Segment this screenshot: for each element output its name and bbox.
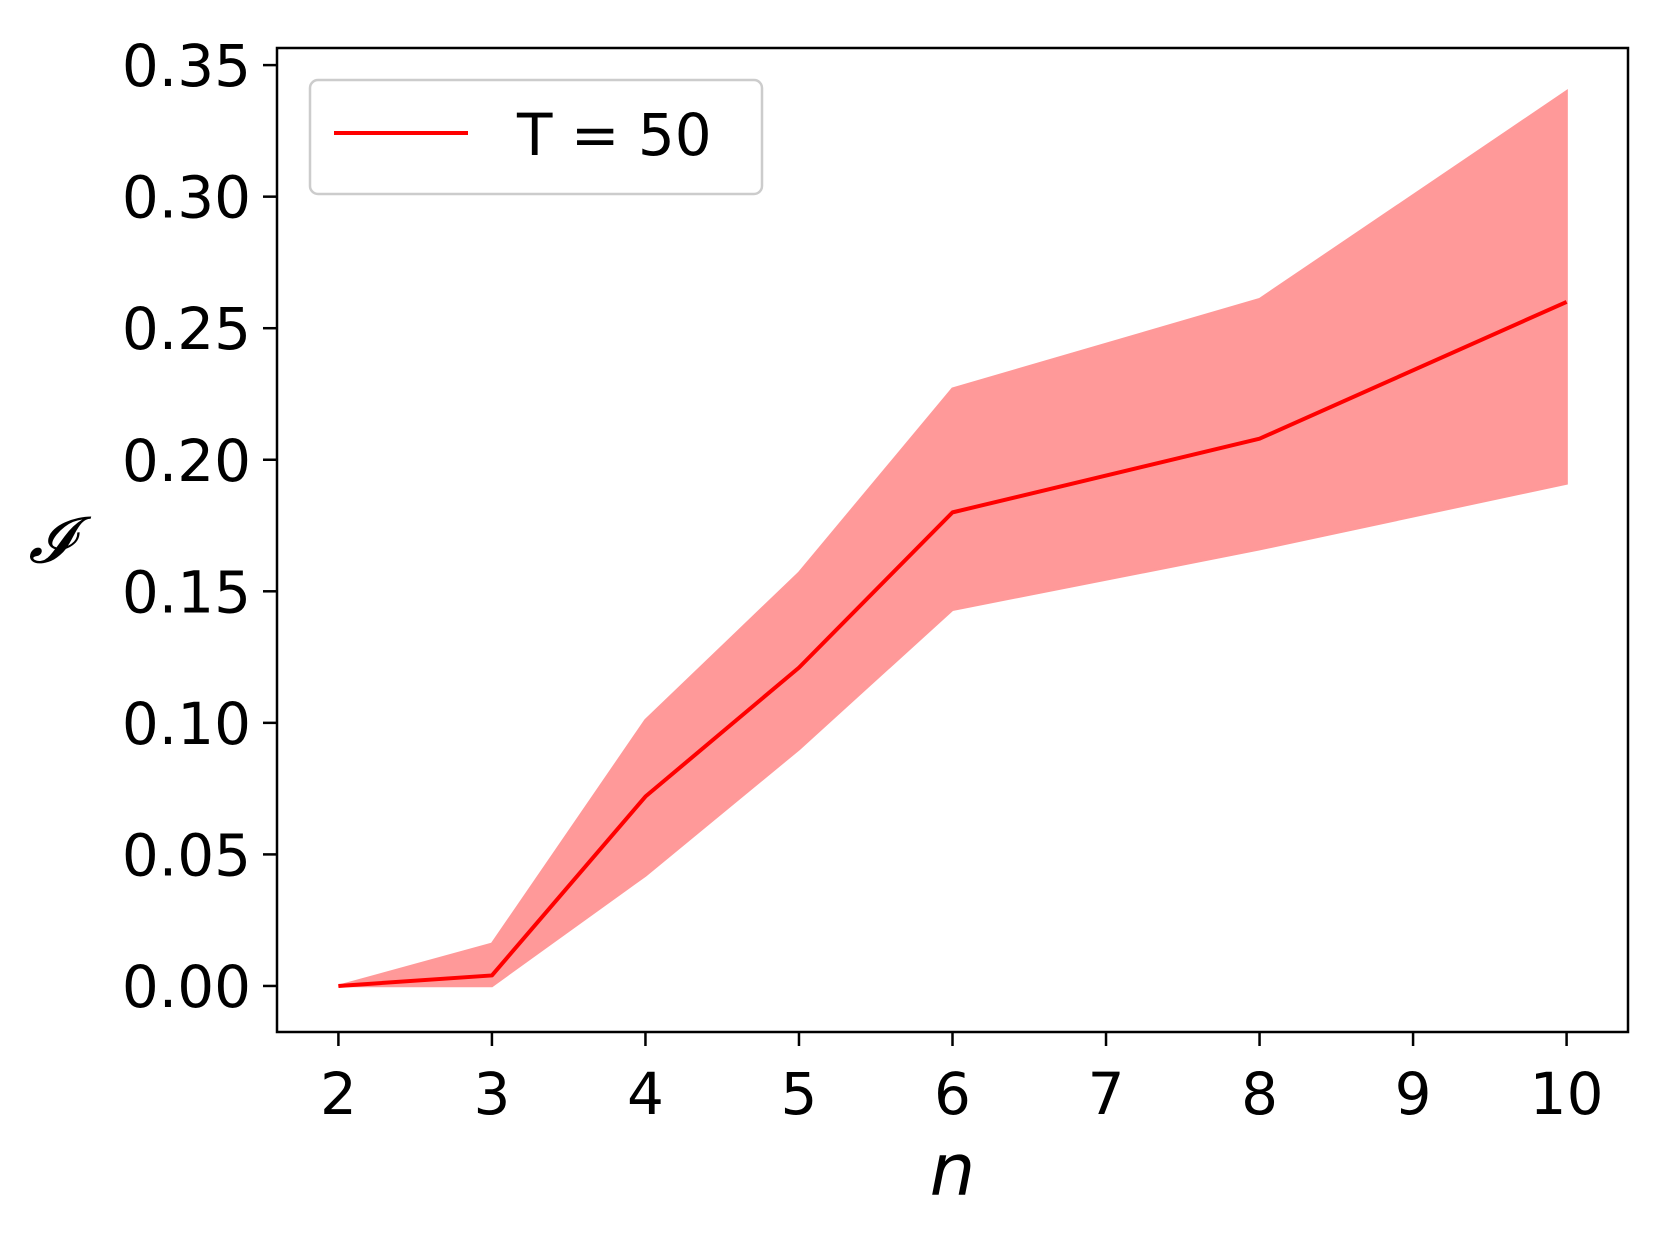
y-axis: 0.00 0.05 0.10 0.15 0.20 0.25 0.30 0.35 (122, 32, 277, 1021)
y-tick-label: 0.30 (122, 164, 251, 232)
x-tick-label: 10 (1530, 1060, 1604, 1128)
legend-label-t50: T = 50 (516, 101, 712, 169)
x-axis-label: n (930, 1128, 976, 1212)
x-axis: 2 3 4 5 6 7 8 9 10 (320, 1032, 1604, 1128)
x-tick-label: 5 (781, 1060, 818, 1128)
x-tick-label: 2 (320, 1060, 357, 1128)
confidence-band (338, 89, 1568, 988)
legend: T = 50 (308, 78, 764, 196)
y-tick-label: 0.20 (122, 427, 251, 495)
y-tick-label: 0.15 (122, 558, 251, 626)
x-tick-label: 4 (627, 1060, 664, 1128)
x-tick-label: 3 (473, 1060, 510, 1128)
y-tick-label: 0.10 (122, 690, 251, 758)
y-tick-label: 0.05 (122, 821, 251, 889)
confidence-band-layer (338, 89, 1568, 988)
x-tick-label: 7 (1088, 1060, 1125, 1128)
series-line-layer (338, 300, 1568, 988)
x-tick-label: 8 (1241, 1060, 1278, 1128)
x-tick-label: 9 (1395, 1060, 1432, 1128)
y-tick-label: 0.25 (122, 295, 251, 363)
x-tick-label: 6 (934, 1060, 971, 1128)
legend-box (308, 78, 764, 196)
y-tick-label: 0.35 (122, 32, 251, 100)
y-axis-label: 𝓘 (28, 504, 91, 578)
y-tick-label: 0.00 (122, 953, 251, 1021)
